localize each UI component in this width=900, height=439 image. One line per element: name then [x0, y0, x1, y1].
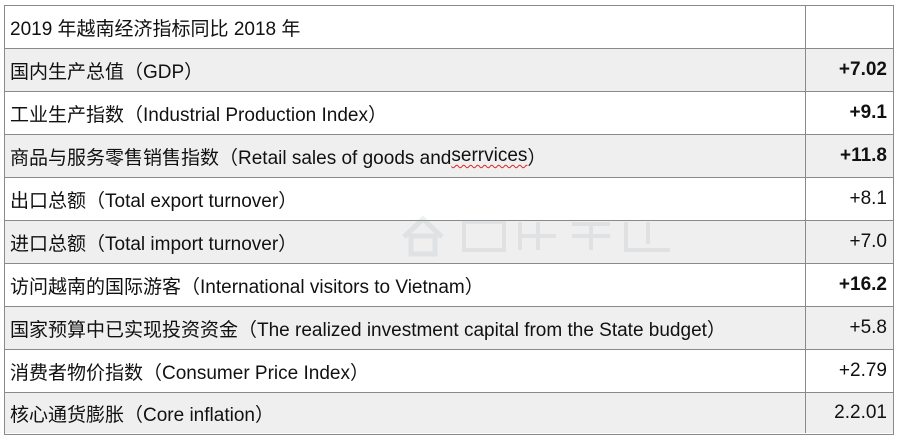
table-row: 访问越南的国际游客（International visitors to Viet… — [5, 264, 893, 307]
table-row: 出口总额（Total export turnover） +8.1 — [5, 178, 893, 221]
row-label: 进口总额（Total import turnover） — [5, 221, 806, 263]
row-label: 出口总额（Total export turnover） — [5, 178, 806, 220]
row-label: 商品与服务零售销售指数（Retail sales of goods and se… — [5, 135, 806, 177]
row-label: 工业生产指数（Industrial Production Index） — [5, 92, 806, 134]
header-value-cell — [806, 6, 893, 48]
row-label: 消费者物价指数（Consumer Price Index） — [5, 350, 806, 392]
row-label-text: ） — [527, 147, 547, 169]
table-row: 核心通货膨胀（Core inflation） 2.2.01 — [5, 393, 893, 433]
row-value: 2.2.01 — [834, 402, 887, 423]
table-row: 商品与服务零售销售指数（Retail sales of goods and se… — [5, 135, 893, 178]
table-row: 国家预算中已实现投资资金（The realized investment cap… — [5, 307, 893, 350]
indicator-table: 2019 年越南经济指标同比 2018 年 国内生产总值（GDP） +7.02 … — [4, 5, 894, 435]
row-label-text: 商品与服务零售销售指数（Retail sales of goods and — [10, 147, 452, 169]
spellcheck-flagged-word: serrvices — [451, 145, 528, 166]
row-value: +9.1 — [849, 102, 887, 123]
table-title: 2019 年越南经济指标同比 2018 年 — [5, 6, 806, 48]
row-label: 国家预算中已实现投资资金（The realized investment cap… — [5, 307, 806, 349]
row-value: +16.2 — [838, 274, 887, 295]
table-header-row: 2019 年越南经济指标同比 2018 年 — [5, 6, 893, 49]
row-label: 国内生产总值（GDP） — [5, 49, 806, 91]
table-row: 消费者物价指数（Consumer Price Index） +2.79 — [5, 350, 893, 393]
row-value: +11.8 — [839, 145, 887, 166]
row-value: +5.8 — [849, 317, 887, 338]
row-value: +8.1 — [849, 188, 887, 209]
table-row: 工业生产指数（Industrial Production Index） +9.1 — [5, 92, 893, 135]
row-value: +2.79 — [838, 360, 887, 381]
table-row: 进口总额（Total import turnover） +7.0 — [5, 221, 893, 264]
row-value: +7.02 — [838, 59, 887, 80]
row-label: 核心通货膨胀（Core inflation） — [5, 393, 806, 433]
row-label: 访问越南的国际游客（International visitors to Viet… — [5, 264, 806, 306]
row-value: +7.0 — [849, 231, 887, 252]
table-row: 国内生产总值（GDP） +7.02 — [5, 49, 893, 92]
